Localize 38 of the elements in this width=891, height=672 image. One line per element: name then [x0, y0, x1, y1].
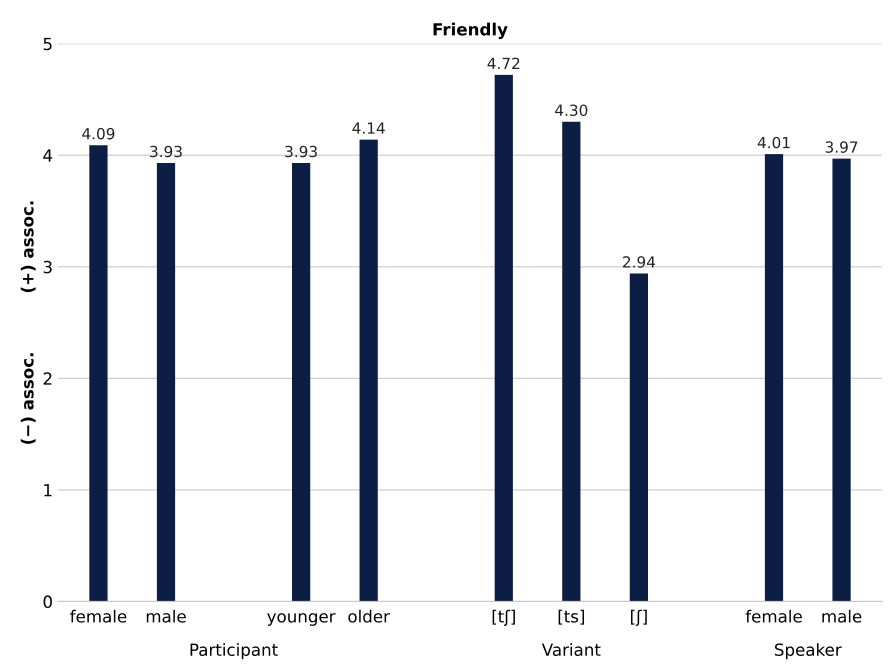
data-label: 3.93: [285, 146, 317, 158]
x-tick-label: female: [746, 610, 802, 623]
y-tick-label: 5: [44, 38, 52, 50]
chart-title: Friendly: [434, 22, 508, 39]
x-tick-label: [tʃ]: [492, 610, 515, 626]
x-tick-label: younger: [267, 613, 336, 626]
data-label: 3.93: [150, 146, 182, 158]
data-label: 4.01: [758, 136, 790, 148]
bar: [832, 158, 851, 602]
y-axis-title: (−) assoc. (+) assoc.: [20, 202, 36, 444]
bar: [494, 74, 513, 602]
data-label: 4.09: [82, 128, 114, 140]
text: Speaker: [774, 643, 842, 660]
y-tick-label: 4: [43, 149, 52, 162]
text: Variant: [542, 643, 600, 656]
bar: [156, 163, 176, 602]
bar: [360, 140, 378, 602]
data-label: 2.94: [623, 256, 656, 268]
bar: [630, 273, 648, 602]
y-tick-label: 1: [44, 484, 52, 496]
y-tick-label: 2: [44, 372, 52, 385]
x-tick-label: [ʃ]: [631, 610, 647, 626]
data-label: 4.30: [555, 104, 588, 116]
y-tick-label: 0: [44, 595, 52, 608]
x-tick-label: [ts]: [558, 610, 584, 625]
x-tick-label: older: [348, 610, 390, 623]
data-label: 4.14: [352, 122, 385, 134]
bar: [764, 154, 784, 602]
bar: [562, 122, 580, 602]
x-tick-label: female: [70, 610, 126, 623]
x-tick-label: male: [822, 610, 862, 623]
data-label: 3.97: [826, 141, 858, 153]
y-tick-label: 3: [44, 260, 52, 274]
x-tick-label: male: [146, 610, 186, 623]
bar: [292, 163, 310, 602]
data-label: 4.72: [488, 58, 520, 69]
bar: [89, 145, 108, 602]
text: Participant: [190, 643, 278, 660]
